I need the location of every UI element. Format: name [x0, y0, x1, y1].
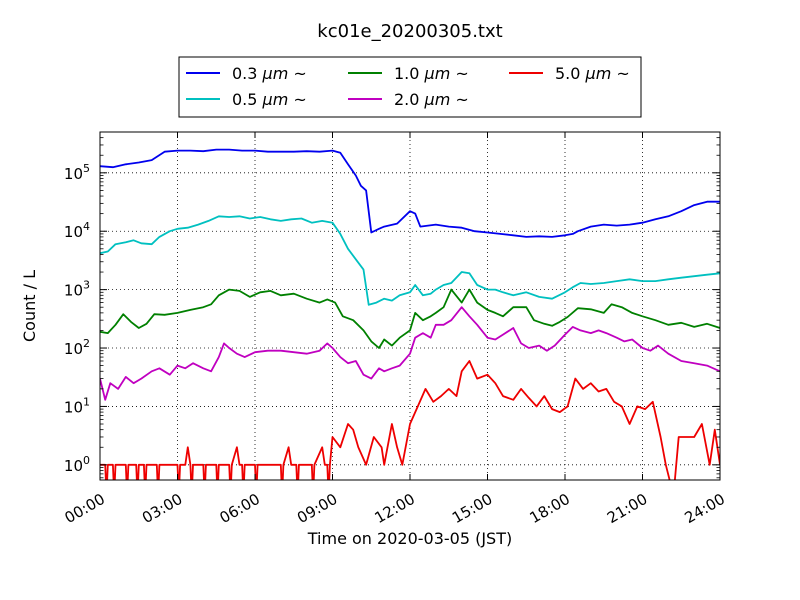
y-tick-exponent: 3: [83, 279, 90, 292]
y-tick-base: 10: [64, 223, 83, 241]
x-axis-label: Time on 2020-03-05 (JST): [307, 529, 512, 548]
x-tick-label: 03:00: [139, 490, 185, 527]
x-tick-label: 00:00: [62, 490, 108, 527]
legend-suffix: ~: [288, 90, 307, 109]
x-tick-label: 12:00: [372, 490, 418, 527]
grid-layer: [99, 132, 721, 480]
y-tick-label: 105: [64, 162, 90, 183]
y-axis-label: Count / L: [20, 270, 39, 342]
legend-unit: μm: [262, 90, 289, 109]
series-line-0-3um: [100, 148, 720, 238]
series-line-2-0um: [100, 306, 720, 401]
legend-size: 5.0: [555, 64, 586, 83]
y-tick-base: 10: [64, 282, 83, 300]
series-line-0-5um: [100, 215, 720, 306]
y-tick-label: 101: [64, 395, 90, 416]
legend-suffix: ~: [450, 64, 469, 83]
y-tick-exponent: 2: [83, 337, 90, 350]
legend-suffix: ~: [450, 90, 469, 109]
tick-layer: 00:00 03:00 06:00 09:00 12:00 15:00 18:00 21:00…: [62, 131, 728, 527]
legend-unit: μm: [585, 64, 612, 83]
y-tick-base: 10: [64, 457, 83, 475]
x-tick-label: 21:00: [604, 490, 650, 527]
y-tick-exponent: 4: [83, 220, 90, 233]
y-tick-exponent: 5: [83, 162, 90, 175]
legend-unit: μm: [262, 64, 289, 83]
x-tick-label: 06:00: [217, 490, 263, 527]
y-tick-base: 10: [64, 398, 83, 416]
legend-entry-label: 5.0 μm ~: [555, 64, 630, 83]
legend-suffix: ~: [288, 64, 307, 83]
legend-box: [178, 56, 642, 118]
x-tick-label: 24:00: [682, 490, 728, 527]
legend-size: 0.3: [232, 64, 263, 83]
legend-entry-label: 0.3 μm ~: [232, 64, 307, 83]
legend-suffix: ~: [611, 64, 630, 83]
legend-items: 0.3 μm ~0.5 μm ~1.0 μm ~2.0 μm ~5.0 μm ~: [186, 64, 630, 109]
x-tick-label: 15:00: [449, 490, 495, 527]
y-tick-label: 104: [64, 220, 90, 241]
legend-size: 1.0: [394, 64, 425, 83]
legend-unit: μm: [424, 90, 451, 109]
y-tick-exponent: 0: [83, 454, 90, 467]
legend-size: 0.5: [232, 90, 263, 109]
x-tick-label: 18:00: [527, 490, 573, 527]
y-tick-label: 102: [64, 337, 90, 358]
y-tick-base: 10: [64, 340, 83, 358]
legend-size: 2.0: [394, 90, 425, 109]
series-line-1-0um: [100, 288, 720, 349]
y-tick-base: 10: [64, 165, 83, 183]
series-line-5-0um: [100, 360, 720, 480]
legend-entry-label: 0.5 μm ~: [232, 90, 307, 109]
legend: 0.3 μm ~0.5 μm ~1.0 μm ~2.0 μm ~5.0 μm ~: [178, 56, 642, 118]
legend-unit: μm: [424, 64, 451, 83]
y-tick-label: 100: [64, 454, 90, 475]
legend-entry-label: 1.0 μm ~: [394, 64, 469, 83]
series-layer: [100, 148, 720, 480]
y-tick-exponent: 1: [83, 395, 90, 408]
legend-entry-label: 2.0 μm ~: [394, 90, 469, 109]
chart-title: kc01e_20200305.txt: [317, 21, 502, 42]
x-tick-label: 09:00: [294, 490, 340, 527]
y-tick-label: 103: [64, 279, 90, 300]
